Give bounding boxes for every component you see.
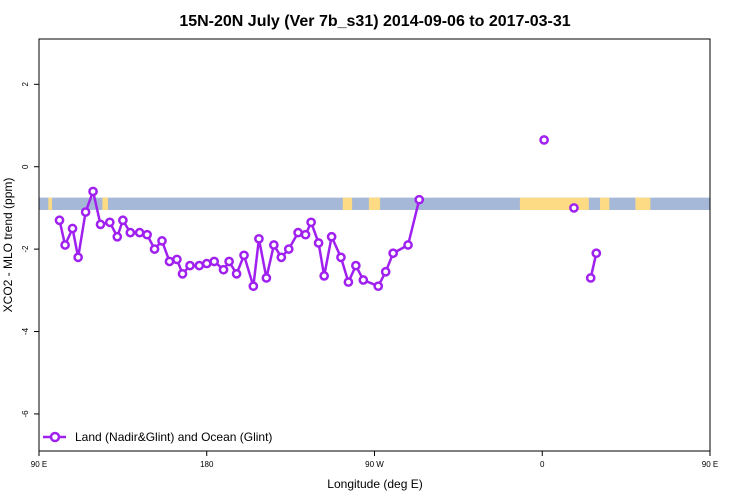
data-point [118, 215, 128, 226]
land-band-segment [719, 198, 734, 210]
legend-marker [49, 431, 61, 443]
data-point [224, 256, 234, 267]
x-axis: 90 E 180 90 W 0 90 E [31, 451, 718, 469]
data-point [54, 215, 65, 226]
data-point [313, 238, 324, 248]
y-tick-label: 2 [21, 82, 30, 87]
y-axis: 2 0 -2 -4 -6 [21, 82, 39, 418]
data-point [177, 268, 188, 279]
data-point [112, 231, 123, 242]
data-point [283, 244, 294, 254]
data-point [67, 223, 78, 234]
x-tick-label: 180 [200, 460, 214, 469]
x-tick-label: 90 E [702, 460, 718, 469]
data-point [269, 240, 279, 250]
data-point [73, 252, 83, 263]
data-point [209, 256, 220, 267]
data-point [343, 277, 354, 287]
data-point [276, 252, 287, 263]
data-point [60, 240, 70, 250]
data-point [351, 260, 361, 271]
data-point [134, 227, 145, 238]
data-point [336, 252, 346, 263]
land-band-segment [102, 197, 108, 210]
data-point [585, 273, 596, 283]
data-point [380, 266, 391, 277]
data-point [218, 264, 229, 275]
data-point [261, 273, 272, 283]
data-point [403, 240, 413, 250]
data-point [326, 231, 337, 242]
series [54, 135, 602, 292]
data-point [248, 281, 259, 292]
data-point [157, 236, 167, 246]
x-tick-label: 90 E [31, 460, 47, 469]
data-point [319, 271, 330, 281]
x-tick-label: 90 W [365, 460, 384, 469]
data-point [80, 207, 91, 217]
chart-title: 15N-20N July (Ver 7b_s31) 2014-09-06 to … [179, 13, 570, 30]
surface-band [39, 197, 750, 210]
data-point [142, 229, 152, 240]
data-point [194, 260, 205, 271]
land-band-segment [368, 197, 381, 210]
data-point [414, 194, 425, 205]
data-point [95, 219, 106, 230]
data-point [164, 256, 175, 267]
legend: Land (Nadir&Glint) and Ocean (Glint) [43, 430, 272, 444]
data-point [306, 217, 316, 228]
data-point [185, 260, 195, 271]
y-axis-label: XCO2 - MLO trend (ppm) [1, 178, 15, 313]
x-tick-label: 0 [540, 460, 545, 469]
plot-frame [38, 38, 711, 452]
y-tick-label: 0 [21, 164, 30, 169]
land-band-segment [342, 197, 353, 210]
data-series [54, 135, 602, 292]
data-point [591, 248, 602, 259]
land-band-segment [48, 197, 53, 210]
data-point [239, 250, 249, 261]
data-point [388, 248, 398, 259]
legend-label: Land (Nadir&Glint) and Ocean (Glint) [75, 430, 272, 444]
x-axis-label: Longitude (deg E) [327, 477, 422, 491]
land-band-segment [635, 197, 651, 210]
data-point [172, 254, 182, 265]
data-point [231, 268, 242, 279]
data-point [104, 217, 115, 228]
data-point [125, 227, 136, 238]
data-point [293, 227, 303, 238]
land-band-segment [600, 197, 610, 210]
data-point [569, 203, 579, 213]
data-point [539, 135, 549, 145]
y-tick-label: -4 [21, 327, 30, 335]
data-point [358, 275, 369, 285]
land-band-segment [742, 198, 750, 210]
data-point [373, 281, 384, 292]
data-point [254, 233, 264, 244]
data-point [88, 186, 98, 197]
data-point [300, 229, 311, 240]
y-tick-label: -6 [21, 410, 30, 418]
data-point [149, 244, 160, 254]
data-point [201, 258, 212, 269]
y-tick-label: -2 [21, 245, 30, 253]
